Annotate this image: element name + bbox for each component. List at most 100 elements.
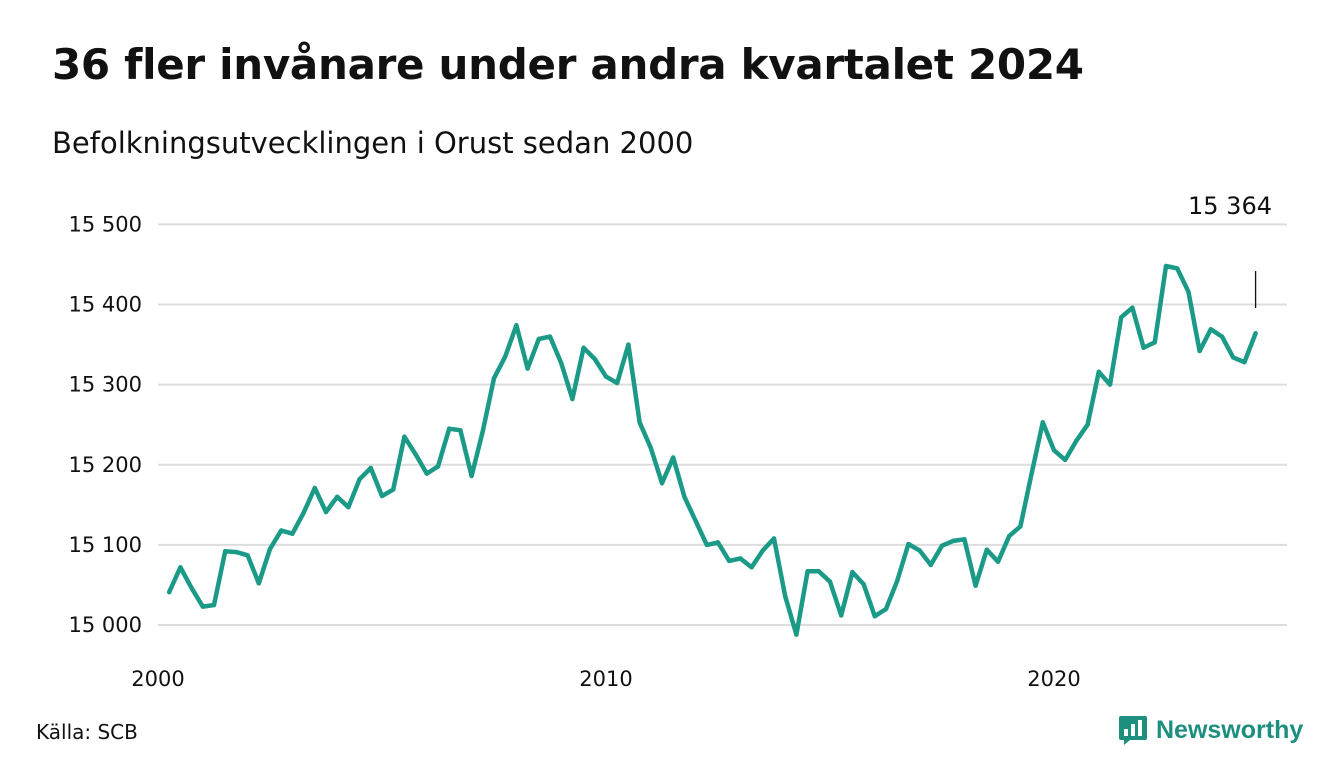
data-point	[256, 581, 261, 586]
data-point	[525, 366, 530, 371]
data-point	[458, 428, 463, 433]
data-point	[715, 540, 721, 545]
data-point	[312, 485, 317, 491]
data-point	[827, 579, 833, 584]
data-point	[379, 493, 385, 499]
data-point	[402, 434, 407, 439]
data-point	[648, 445, 653, 451]
data-point	[570, 396, 575, 402]
data-point	[424, 471, 429, 476]
data-point	[951, 538, 956, 544]
y-tick-label: 15 100	[69, 533, 142, 557]
data-point	[323, 509, 329, 515]
data-point	[671, 455, 676, 460]
data-point	[973, 583, 978, 588]
x-tick-label: 2020	[1027, 667, 1080, 691]
data-point	[883, 606, 889, 612]
data-point	[962, 537, 967, 542]
data-point	[223, 549, 228, 554]
data-point	[514, 323, 519, 328]
data-point	[211, 602, 217, 608]
x-tick-label: 2000	[131, 667, 184, 691]
data-point	[995, 559, 1001, 564]
data-point	[984, 547, 989, 552]
data-point	[1197, 348, 1202, 354]
data-point	[939, 543, 945, 548]
data-point	[1007, 533, 1012, 539]
bar-chart-speech-bubble-icon	[1119, 716, 1147, 745]
brand-logo: Newsworthy	[1118, 714, 1303, 746]
data-point	[816, 569, 821, 574]
data-point	[693, 518, 698, 524]
data-point	[928, 562, 933, 568]
data-point	[1074, 438, 1079, 443]
data-point	[279, 528, 284, 533]
x-axis-tick-labels: 2000 2010 2020	[131, 667, 1080, 691]
series-layer	[166, 263, 1258, 637]
data-point	[1130, 305, 1135, 310]
data-point	[1119, 315, 1124, 320]
data-point	[760, 548, 765, 553]
data-point	[1208, 327, 1214, 332]
data-point	[704, 542, 709, 548]
data-point	[1186, 289, 1191, 294]
data-point	[1051, 448, 1057, 453]
data-point	[480, 428, 485, 434]
data-point	[581, 345, 586, 350]
data-point	[1231, 355, 1236, 360]
data-point	[771, 536, 777, 541]
data-point	[626, 342, 631, 347]
y-tick-label: 15 300	[69, 373, 142, 397]
data-point	[738, 556, 743, 561]
data-point	[547, 334, 553, 339]
data-point	[1253, 331, 1258, 336]
annotation: 15 364	[1188, 192, 1272, 308]
data-point	[1219, 334, 1225, 339]
data-point	[906, 541, 911, 547]
data-point	[1141, 345, 1146, 350]
data-point	[435, 464, 441, 469]
data-point	[357, 476, 362, 482]
data-point	[469, 473, 474, 479]
data-point	[234, 549, 239, 555]
data-point	[917, 548, 922, 553]
data-point	[659, 480, 665, 486]
data-point	[749, 565, 754, 570]
data-point	[839, 613, 844, 618]
data-point	[1107, 382, 1113, 387]
data-point	[861, 581, 866, 587]
data-point	[783, 593, 788, 599]
y-tick-label: 15 200	[69, 453, 142, 477]
data-point	[1085, 422, 1090, 427]
data-point	[794, 632, 799, 637]
data-point	[335, 494, 340, 499]
data-point	[189, 585, 194, 591]
data-point	[167, 589, 172, 595]
data-point	[559, 360, 564, 366]
data-point	[200, 604, 205, 609]
chart-subtitle: Befolkningsutvecklingen i Orust sedan 20…	[52, 126, 694, 160]
data-point	[727, 558, 732, 564]
data-point	[1029, 471, 1034, 476]
brand-name: Newsworthy	[1156, 715, 1304, 744]
data-point	[245, 553, 250, 558]
gridlines	[158, 223, 1287, 626]
data-point	[413, 452, 418, 457]
data-point	[491, 376, 497, 381]
x-tick-label: 2010	[579, 667, 632, 691]
data-point	[178, 565, 183, 570]
data-point	[637, 420, 642, 425]
data-point	[592, 356, 597, 362]
data-point	[267, 546, 273, 552]
data-point	[536, 336, 541, 342]
data-point	[872, 613, 877, 619]
data-point	[391, 487, 396, 492]
y-tick-label: 15 400	[69, 293, 142, 317]
y-tick-label: 15 500	[69, 212, 142, 236]
y-axis-tick-labels: 15 000 15 100 15 200 15 300 15 400 15 500	[69, 212, 142, 637]
data-point	[1018, 524, 1023, 529]
data-point	[682, 494, 687, 499]
data-point	[1040, 420, 1046, 425]
data-point	[603, 374, 609, 379]
